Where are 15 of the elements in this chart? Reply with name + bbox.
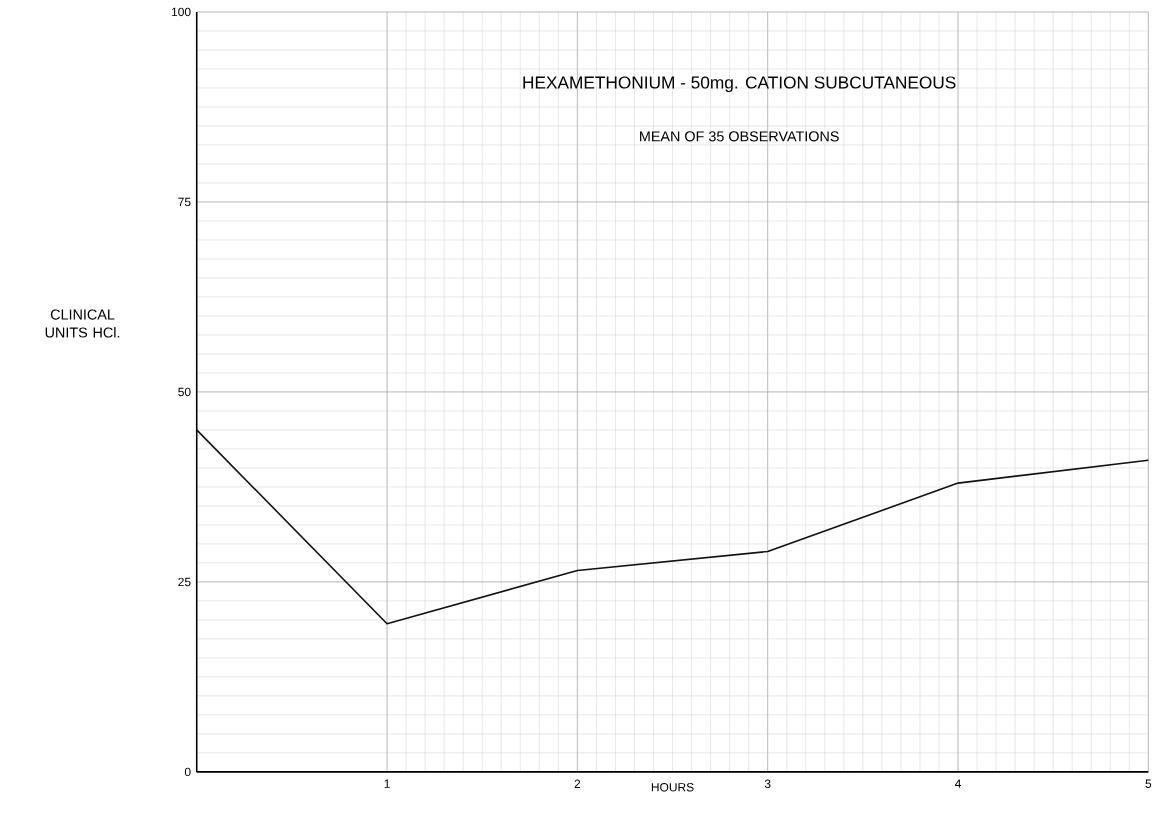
y-tick-label: 75 [178, 197, 191, 207]
y-tick-label: 50 [178, 387, 191, 397]
y-tick-label: 25 [178, 577, 191, 587]
x-tick-label: 2 [574, 779, 581, 788]
text: HEXAMETHONIUM - 50mg. CATION SUBCUTANEOUS [523, 76, 956, 93]
y-tick-label: 0 [184, 767, 191, 777]
x-tick-label: 4 [954, 779, 961, 788]
text: MEAN OF 35 OBSERVATIONS [640, 131, 839, 142]
x-axis-title: HOURS [651, 783, 694, 792]
y-tick-label: 100 [171, 7, 191, 17]
x-tick-label: 3 [764, 779, 771, 789]
line-series [195, 429, 1150, 625]
x-tick-label: 5 [1145, 779, 1152, 788]
y-axis-title: CLINICAL UNITS HCl. [45, 309, 120, 338]
x-tick-label: 1 [384, 779, 390, 788]
